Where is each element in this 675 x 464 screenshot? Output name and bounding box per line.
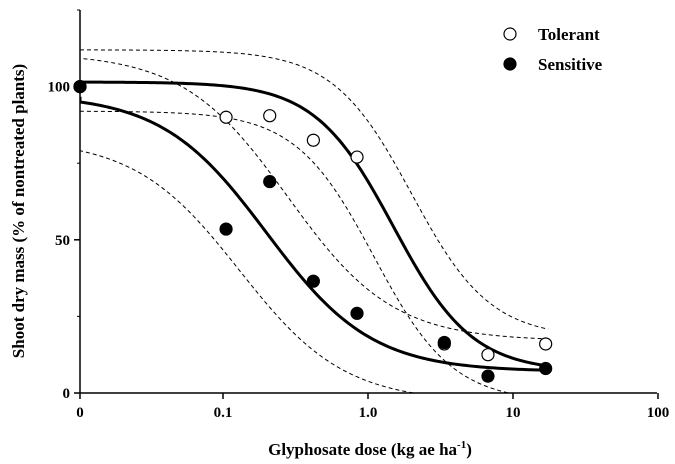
x-tick-label: 1.0 [359,405,378,421]
x-axis-label-close: ) [466,440,472,459]
y-tick-label: 0 [63,386,71,402]
sensitive-point [350,306,364,320]
x-tick-label: 10 [506,405,521,421]
tolerant-fit-line [80,80,549,368]
axes: 0 50 100 0 0.1 1.0 10 100 [48,9,670,421]
fit-curves [80,49,549,393]
sensitive-point [437,335,451,350]
x-tick-label: 100 [647,405,670,421]
x-tick-label: 0.1 [214,405,233,421]
tolerant-point [481,348,495,362]
sensitive-point [539,361,553,376]
tolerant-point [350,150,364,164]
sensitive-point [306,274,320,288]
legend: Tolerant Sensitive [503,25,603,74]
sensitive-fit-line [80,96,549,372]
legend-marker-sensitive [503,57,517,71]
x-tick-label: 0 [76,405,84,421]
sensitive-point [263,174,277,189]
tolerant-point [306,133,320,147]
x-axis-label: Glyphosate dose (kg ae ha-1) [268,439,472,459]
tolerant-ci-lower-line [80,110,512,393]
sensitive-point [481,369,495,383]
legend-marker-tolerant [503,27,517,41]
x-axis-label-superscript: -1 [457,439,466,451]
y-axis-label: Shoot dry mass (% of nontreated plants) [9,64,28,358]
tolerant-point [219,110,233,124]
y-tick-label: 100 [48,80,71,96]
tolerant-point [263,109,277,123]
data-points [73,79,553,383]
y-tick-label: 50 [55,233,70,249]
sensitive-point [219,222,233,236]
tolerant-point [539,337,553,351]
tolerant-ci-upper-line [80,49,549,330]
legend-label-sensitive: Sensitive [538,55,603,74]
sensitive-ci-upper-line [80,54,549,340]
sensitive-ci-lower-line [80,142,417,393]
legend-label-tolerant: Tolerant [538,25,600,44]
